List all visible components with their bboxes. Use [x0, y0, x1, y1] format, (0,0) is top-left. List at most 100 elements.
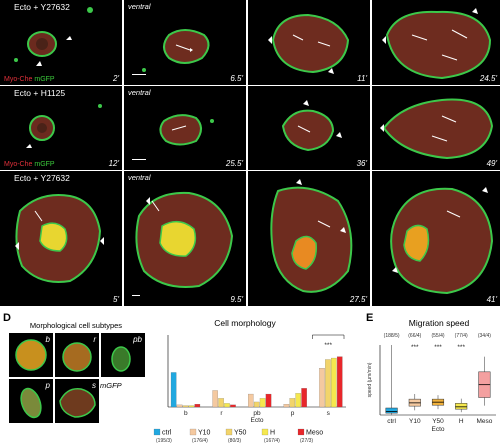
panel-letter-b: B [3, 88, 11, 100]
tile-a3: 11' [248, 0, 370, 85]
morph-bar-H-pb [259, 398, 266, 408]
morph-bar-Y10-s [319, 368, 325, 408]
morph-bar-Y50-r [218, 398, 224, 408]
speed-tick-Meso: Meso [476, 418, 492, 425]
speed-chart-title: Migration speed [408, 318, 470, 328]
condition-label-b: Ecto + H1125 [14, 88, 66, 98]
cell-image-c3 [270, 179, 353, 293]
speed-n-Y50: (55/4) [431, 333, 444, 339]
cell-image-c1 [15, 194, 104, 283]
speed-tick-H: H [459, 418, 464, 425]
subtype-r-label: r [93, 335, 96, 344]
ventral-label-c: ventral [128, 173, 151, 182]
morph-legend-n-Y10: (176/4) [192, 438, 208, 444]
scale-bar-c [132, 294, 140, 296]
stain-label-b: Myo-Che mGFP [4, 161, 55, 168]
morph-sig-label: *** [324, 342, 332, 349]
morph-tick-b: b [184, 410, 188, 417]
morph-bar-Meso-s [336, 356, 343, 408]
subtype-b-label: b [45, 335, 50, 344]
morph-bar-H-s [331, 357, 337, 408]
cell-image-b3 [281, 100, 342, 152]
subtype-p-image [20, 387, 42, 419]
tile-c1: Ecto + Y27632 5' [0, 171, 122, 306]
morphology-chart: b r pb p s Ecto *** ctrl(195/3) Y10(176/4) Y50(80… [153, 334, 346, 444]
panel-letter-c: C [3, 173, 11, 185]
panel-letter-d: D [3, 312, 11, 324]
speed-box-ctrl [385, 407, 398, 414]
time-a2: 6.5' [230, 74, 243, 83]
morph-bar-Y10-b [176, 404, 183, 408]
morph-legend-swatch-Y50 [225, 428, 233, 436]
time-a1: 2' [113, 74, 119, 83]
speed-tick-ctrl: ctrl [387, 418, 396, 425]
tile-c4: 41' [372, 171, 500, 306]
speed-sig-H: *** [457, 344, 465, 351]
morph-bar-H-b [188, 405, 195, 408]
tile-b3: 36' [248, 86, 370, 170]
morph-tick-r: r [220, 410, 223, 417]
morph-bar-Y50-p [289, 398, 296, 408]
speed-n-ctrl: (188/5) [384, 333, 400, 339]
cell-image-a4 [382, 8, 492, 80]
speed-sig-Y10: *** [411, 344, 419, 351]
row-a: A Ecto + Y27632 Myo-Che mGFP 2' ventral … [0, 0, 500, 85]
cell-image-c4 [390, 187, 494, 295]
subtype-stain-label: mGFP [100, 381, 122, 390]
tile-a1: Ecto + Y27632 Myo-Che mGFP 2' [0, 0, 122, 85]
cell-image-b4 [380, 98, 494, 160]
morph-tick-s: s [327, 410, 331, 417]
morph-bar-Meso-r [230, 404, 236, 408]
speed-group-label: Ecto [431, 426, 444, 433]
tile-b4: 49' [372, 86, 500, 170]
morph-legend-n-H: (167/4) [264, 438, 280, 444]
morph-legend-swatch-H [261, 428, 269, 436]
cell-image-a2 [142, 29, 210, 72]
subtype-pb: pb [101, 333, 145, 377]
tile-c3: 27.5' [248, 171, 370, 306]
morph-legend-n-ctrl: (195/3) [156, 438, 172, 444]
morph-legend-label-Y10: Y10 [198, 430, 211, 437]
stain-green-a: mGFP [34, 76, 55, 83]
subtype-b-image [15, 339, 47, 371]
time-b4: 49' [486, 159, 497, 168]
subtype-s-image [59, 388, 96, 418]
morph-tick-p: p [291, 410, 295, 417]
tile-b1: Ecto + H1125 Myo-Che mGFP 12' [0, 86, 122, 170]
tile-b2: ventral 25.5' [124, 86, 246, 170]
subtype-p-label: p [45, 381, 50, 390]
morph-bar-Y50-pb [253, 401, 260, 408]
cell-image-a3 [268, 13, 350, 74]
speed-chart: speed (µm/min) (188/5) ctrl (66/4) *** Y10 (55… [367, 333, 496, 433]
stain-red-a: Myo-Che [4, 76, 33, 83]
cell-image-c2 [135, 191, 234, 288]
cell-image-b1 [26, 104, 102, 148]
tile-a4: 24.5' [372, 0, 500, 85]
morph-bar-H-p [295, 393, 301, 408]
morph-bar-Y10-r [212, 390, 218, 408]
ventral-label-b: ventral [128, 88, 151, 97]
panel-letter-e: E [366, 312, 374, 324]
subtype-s: s [55, 379, 99, 423]
tile-a2: ventral 6.5' [124, 0, 246, 85]
time-b2: 25.5' [225, 159, 243, 168]
subtype-r: r [55, 333, 99, 377]
morph-bar-ctrl-b [170, 372, 177, 408]
subtypes-title: Morphological cell subtypes [29, 321, 123, 330]
morph-legend-label-ctrl: ctrl [162, 430, 172, 437]
stain-label-a: Myo-Che mGFP [4, 76, 55, 83]
ventral-label-a: ventral [128, 2, 151, 11]
condition-label-c: Ecto + Y27632 [14, 173, 70, 183]
morph-legend-n-Meso: (27/3) [300, 438, 313, 444]
morph-legend-label-Y50: Y50 [234, 430, 247, 437]
morph-bar-Y50-s [325, 359, 331, 408]
morph-bar-Y10-pb [248, 393, 254, 408]
stain-red-b: Myo-Che [4, 161, 33, 168]
scale-bar-a [132, 73, 146, 75]
cell-image-a1 [14, 7, 93, 66]
morph-group-label: Ecto [250, 417, 263, 424]
stain-green-b: mGFP [34, 161, 55, 168]
subtype-r-image [62, 342, 92, 372]
speed-n-Y10: (66/4) [408, 333, 421, 339]
speed-tick-Y50: Y50 [432, 418, 444, 425]
